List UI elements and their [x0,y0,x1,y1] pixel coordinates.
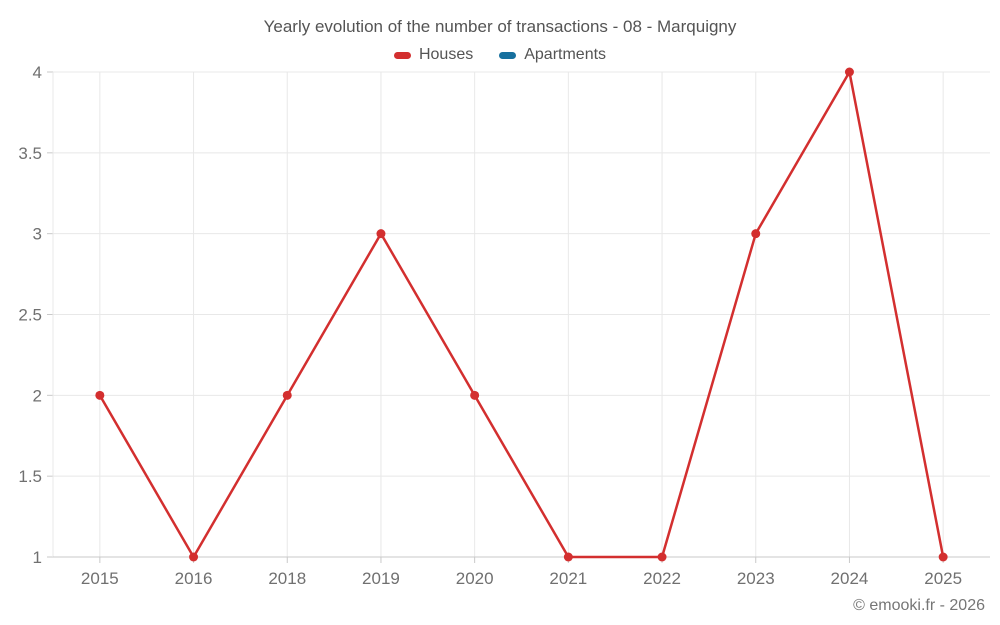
y-tick-label: 4 [33,63,42,82]
copyright-footer: © emooki.fr - 2026 [853,597,985,614]
x-tick-label-2023: 2023 [737,569,775,588]
y-tick-label: 1.5 [18,467,42,486]
x-tick-label-2022: 2022 [643,569,681,588]
chart-title: Yearly evolution of the number of transa… [263,17,737,36]
y-tick-label: 2.5 [18,306,42,325]
data-point-houses-2019[interactable] [376,229,386,239]
y-tick-label: 1 [33,548,42,567]
data-point-houses-2025[interactable] [938,552,948,562]
x-tick-label-2025: 2025 [924,569,962,588]
legend: Houses Apartments [0,46,1000,64]
y-tick-label: 3.5 [18,144,42,163]
legend-label-apartments: Apartments [524,46,607,63]
data-point-houses-2020[interactable] [470,390,480,400]
x-tick-label-2020: 2020 [456,569,494,588]
x-tick-label-2019: 2019 [362,569,400,588]
houses-series-swatch-icon [393,51,411,59]
x-tick-label-2016: 2016 [175,569,213,588]
legend-item-houses[interactable]: Houses [393,46,474,64]
data-point-houses-2022[interactable] [657,552,667,562]
data-point-houses-2015[interactable] [95,390,105,400]
legend-label-houses: Houses [418,46,474,63]
data-point-houses-2021[interactable] [563,552,573,562]
data-point-houses-2018[interactable] [282,390,292,400]
x-tick-label-2015: 2015 [81,569,119,588]
legend-item-apartments[interactable]: Apartments [499,46,606,64]
y-tick-label: 2 [33,386,42,405]
data-point-houses-2016[interactable] [189,552,199,562]
series-line-houses [98,70,945,559]
x-tick-label-2021: 2021 [549,569,587,588]
y-tick-label: 3 [33,225,42,244]
data-point-houses-2023[interactable] [751,229,761,239]
data-point-houses-2024[interactable] [844,67,854,77]
x-tick-label-2018: 2018 [268,569,306,588]
x-tick-label-2024: 2024 [831,569,869,588]
apartments-series-swatch-icon [499,51,517,59]
